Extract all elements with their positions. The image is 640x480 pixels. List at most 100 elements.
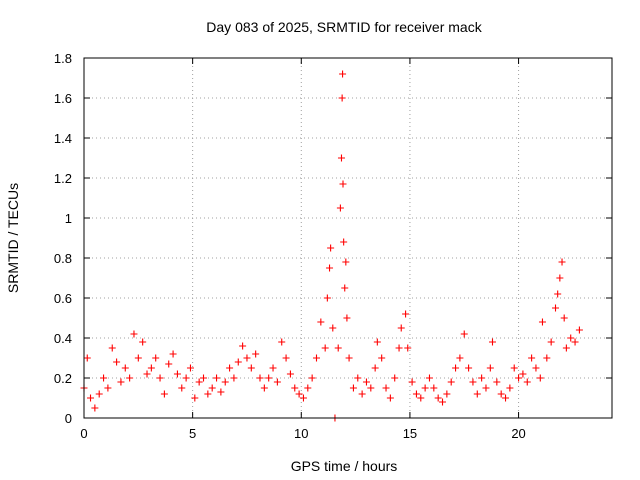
- data-point: [243, 354, 251, 362]
- data-point: [412, 390, 420, 398]
- data-point: [256, 374, 264, 382]
- data-point: [117, 378, 125, 386]
- data-point: [443, 390, 451, 398]
- data-point: [130, 330, 138, 338]
- data-point: [139, 338, 147, 346]
- data-point: [339, 180, 347, 188]
- data-point: [571, 338, 579, 346]
- data-point: [567, 334, 575, 342]
- data-point: [265, 374, 273, 382]
- data-point: [100, 374, 108, 382]
- grid-lines: [84, 58, 612, 418]
- data-point: [273, 378, 281, 386]
- data-point: [341, 284, 349, 292]
- y-tick-label: 1.4: [54, 131, 72, 146]
- data-point: [295, 390, 303, 398]
- data-point: [121, 364, 129, 372]
- y-tick-label: 0.8: [54, 251, 72, 266]
- data-point: [452, 364, 460, 372]
- data-point: [358, 390, 366, 398]
- data-point: [367, 384, 375, 392]
- data-point: [173, 370, 181, 378]
- data-point: [378, 354, 386, 362]
- data-point: [204, 390, 212, 398]
- data-point: [488, 338, 496, 346]
- data-point: [465, 364, 473, 372]
- data-point: [434, 394, 442, 402]
- x-tick-label: 15: [403, 426, 417, 441]
- data-point: [217, 388, 225, 396]
- y-tick-label: 0.4: [54, 331, 72, 346]
- data-point: [143, 370, 151, 378]
- x-tick-label: 5: [189, 426, 196, 441]
- data-point: [252, 350, 260, 358]
- data-point: [260, 384, 268, 392]
- data-point: [536, 374, 544, 382]
- data-point: [478, 374, 486, 382]
- data-point: [334, 344, 342, 352]
- data-point: [308, 374, 316, 382]
- data-points: [80, 70, 583, 422]
- data-point: [104, 384, 112, 392]
- data-point: [430, 384, 438, 392]
- data-point: [200, 374, 208, 382]
- data-point: [286, 370, 294, 378]
- data-point: [562, 344, 570, 352]
- data-point: [247, 364, 255, 372]
- data-point: [282, 354, 290, 362]
- data-point: [439, 398, 447, 406]
- data-point: [186, 364, 194, 372]
- data-point: [469, 378, 477, 386]
- data-point: [386, 394, 394, 402]
- axis-ticks: 0 0.2 0.4 0.6 0.8 1 1.2 1.4 1.6 1.8 0 5 10 15 20: [54, 51, 612, 441]
- data-point: [497, 390, 505, 398]
- data-point: [552, 304, 560, 312]
- data-point: [169, 350, 177, 358]
- data-point: [447, 378, 455, 386]
- data-point: [195, 378, 203, 386]
- data-point: [147, 364, 155, 372]
- data-point: [425, 374, 433, 382]
- data-point: [528, 354, 536, 362]
- data-point: [226, 364, 234, 372]
- y-axis-title: SRMTID / TECUs: [5, 183, 21, 293]
- data-point: [269, 364, 277, 372]
- y-tick-label: 1.8: [54, 51, 72, 66]
- data-point: [83, 354, 91, 362]
- data-point: [460, 330, 468, 338]
- data-point: [556, 274, 564, 282]
- data-point: [532, 364, 540, 372]
- x-tick-label: 20: [511, 426, 525, 441]
- plot-frame: [83, 57, 613, 419]
- data-point: [108, 344, 116, 352]
- y-tick-label: 1.6: [54, 91, 72, 106]
- y-tick-label: 0: [65, 411, 72, 426]
- data-point: [304, 384, 312, 392]
- data-point: [397, 324, 405, 332]
- data-point: [239, 342, 247, 350]
- data-point: [417, 394, 425, 402]
- data-point: [230, 374, 238, 382]
- data-point: [299, 394, 307, 402]
- data-point: [221, 378, 229, 386]
- data-point: [339, 70, 347, 78]
- data-point: [395, 344, 403, 352]
- data-point: [317, 318, 325, 326]
- data-point: [482, 384, 490, 392]
- data-point: [547, 338, 555, 346]
- data-point: [560, 314, 568, 322]
- x-axis-title: GPS time / hours: [291, 458, 398, 474]
- data-point: [126, 374, 134, 382]
- data-point: [523, 378, 531, 386]
- data-point: [338, 94, 346, 102]
- data-point: [234, 358, 242, 366]
- data-point: [291, 384, 299, 392]
- data-point: [342, 258, 350, 266]
- data-point: [336, 204, 344, 212]
- data-point: [493, 378, 501, 386]
- data-point: [558, 258, 566, 266]
- data-point: [321, 344, 329, 352]
- data-point: [502, 394, 510, 402]
- data-point: [506, 384, 514, 392]
- data-point: [456, 354, 464, 362]
